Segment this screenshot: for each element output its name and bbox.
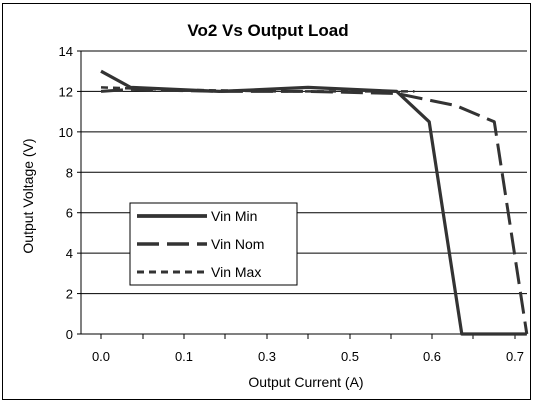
legend-items: Vin Min Vin Nom Vin Max: [137, 208, 264, 280]
x-axis-label: Output Current (A): [248, 374, 363, 390]
series-line-vin-max: [100, 86, 415, 93]
x-tick-label: 0.7: [506, 349, 524, 364]
x-tick-label: 0.3: [258, 349, 276, 364]
y-tick-labels: 0 2 4 6 8 10 12 14: [59, 44, 73, 342]
y-tick-label: 0: [66, 327, 73, 342]
legend-label: Vin Min: [211, 208, 257, 224]
x-tick-label: 0.6: [423, 349, 441, 364]
line-chart: Vo2 Vs Output Load 0 2 4 6 8 10 12 14 0.0 0.1 0.3…: [20, 21, 529, 390]
y-tick-label: 6: [66, 206, 73, 221]
x-tick-label: 0.1: [175, 349, 193, 364]
axes: [77, 50, 527, 339]
y-tick-label: 2: [66, 287, 73, 302]
series-line-vin-nom: [100, 87, 529, 335]
series-lines: [100, 69, 529, 336]
x-tick-label: 0.5: [341, 349, 359, 364]
chart-title: Vo2 Vs Output Load: [187, 21, 348, 40]
chart-frame: Vo2 Vs Output Load 0 2 4 6 8 10 12 14 0.0 0.1 0.3…: [2, 3, 531, 400]
x-tick-label: 0.0: [92, 349, 110, 364]
legend-label: Vin Nom: [211, 236, 264, 252]
legend-label: Vin Max: [211, 264, 261, 280]
y-tick-label: 12: [59, 84, 73, 99]
legend: Vin Min Vin Nom Vin Max: [129, 202, 298, 286]
x-tick-labels: 0.0 0.1 0.3 0.5 0.6 0.7: [92, 349, 524, 364]
y-tick-label: 10: [59, 125, 73, 140]
y-tick-label: 14: [59, 44, 73, 59]
y-tick-label: 4: [66, 246, 73, 261]
series-line-vin-min: [100, 69, 527, 336]
y-tick-label: 8: [66, 165, 73, 180]
y-axis-label: Output Voltage (V): [20, 138, 36, 253]
